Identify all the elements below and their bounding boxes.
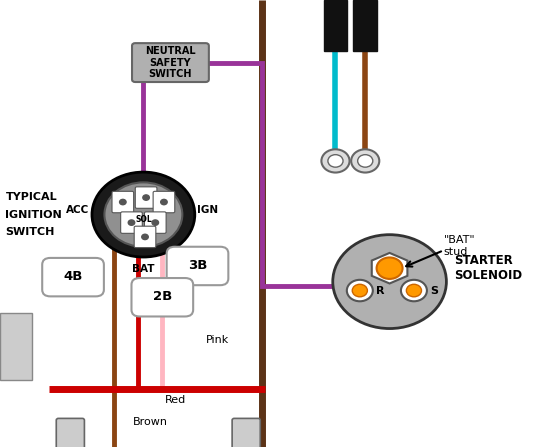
- FancyBboxPatch shape: [153, 191, 175, 213]
- Text: SWITCH: SWITCH: [5, 228, 55, 237]
- Text: S: S: [430, 286, 438, 295]
- FancyBboxPatch shape: [324, 0, 347, 51]
- Text: TYPICAL: TYPICAL: [5, 192, 57, 202]
- FancyBboxPatch shape: [132, 43, 209, 82]
- Circle shape: [352, 284, 367, 297]
- FancyBboxPatch shape: [121, 212, 143, 233]
- FancyBboxPatch shape: [134, 226, 156, 248]
- Circle shape: [143, 195, 150, 200]
- Circle shape: [160, 199, 167, 205]
- FancyBboxPatch shape: [232, 418, 260, 447]
- Text: Red: Red: [165, 395, 186, 405]
- Text: 3B: 3B: [188, 259, 207, 272]
- FancyBboxPatch shape: [132, 278, 193, 316]
- Text: STARTER
SOLENOID: STARTER SOLENOID: [455, 254, 522, 282]
- Circle shape: [347, 280, 373, 301]
- Circle shape: [92, 172, 195, 257]
- FancyBboxPatch shape: [56, 418, 85, 447]
- Circle shape: [128, 220, 135, 225]
- Circle shape: [105, 182, 182, 247]
- Text: 4B: 4B: [63, 270, 83, 283]
- Text: BAT: BAT: [132, 264, 154, 274]
- FancyBboxPatch shape: [0, 313, 33, 380]
- Circle shape: [328, 155, 343, 167]
- FancyBboxPatch shape: [166, 247, 228, 285]
- Circle shape: [401, 280, 427, 301]
- Circle shape: [142, 234, 149, 240]
- Text: 2B: 2B: [153, 290, 172, 304]
- Circle shape: [406, 284, 422, 297]
- Polygon shape: [372, 253, 408, 283]
- Text: NEUTRAL
SAFETY
SWITCH: NEUTRAL SAFETY SWITCH: [145, 46, 196, 79]
- Text: IGN: IGN: [197, 205, 218, 215]
- Text: SOL: SOL: [135, 215, 152, 224]
- Circle shape: [321, 149, 350, 173]
- Circle shape: [358, 155, 373, 167]
- Text: R: R: [376, 286, 385, 295]
- FancyBboxPatch shape: [145, 212, 166, 233]
- Circle shape: [120, 199, 126, 205]
- Circle shape: [351, 149, 379, 173]
- FancyBboxPatch shape: [136, 187, 157, 208]
- Text: "BAT"
stud: "BAT" stud: [444, 235, 475, 257]
- Circle shape: [377, 257, 403, 279]
- Text: Pink: Pink: [205, 335, 229, 345]
- Text: ACC: ACC: [66, 205, 89, 215]
- Text: IGNITION: IGNITION: [5, 210, 62, 219]
- FancyBboxPatch shape: [112, 191, 134, 213]
- Text: Brown: Brown: [133, 417, 167, 427]
- FancyBboxPatch shape: [353, 0, 377, 51]
- FancyBboxPatch shape: [42, 258, 104, 296]
- Circle shape: [152, 220, 159, 225]
- Circle shape: [333, 235, 447, 329]
